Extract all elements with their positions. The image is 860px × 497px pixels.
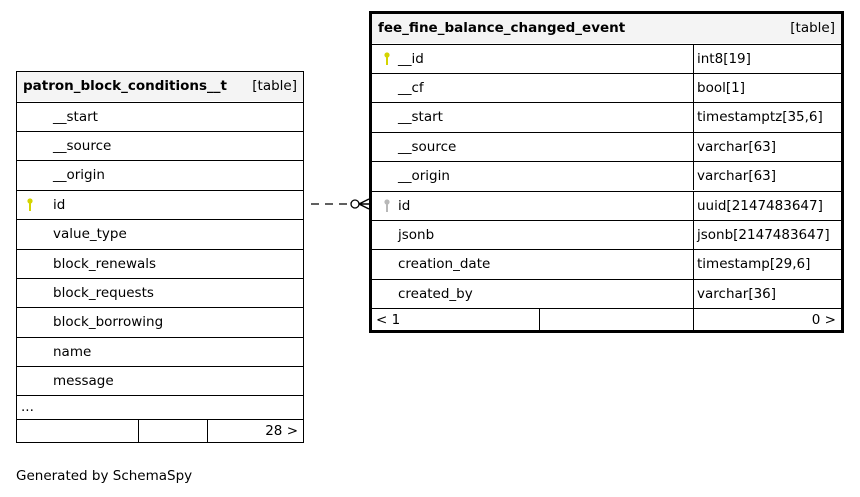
column-name: __start (53, 108, 98, 125)
more-text: ... (21, 399, 34, 415)
primary-key-icon (27, 198, 33, 212)
column-type: varchar[63] (697, 168, 777, 185)
divider (693, 191, 694, 220)
column-row[interactable]: __cf bool[1] (372, 72, 841, 103)
column-name: __id (398, 50, 424, 67)
column-name: name (53, 343, 92, 360)
column-name: message (53, 373, 114, 390)
parent-count[interactable]: < 1 (376, 312, 401, 328)
table-name: fee_fine_balance_changed_event (378, 20, 626, 36)
column-name: block_renewals (53, 255, 157, 272)
divider (693, 220, 694, 250)
column-row[interactable]: block_requests (17, 277, 303, 307)
foreign-key-icon (384, 198, 390, 213)
column-name: value_type (53, 226, 127, 243)
divider (693, 250, 694, 279)
divider (693, 279, 694, 309)
column-name: __cf (398, 79, 424, 96)
column-row[interactable]: __origin varchar[63] (372, 161, 841, 191)
column-row[interactable]: block_renewals (17, 248, 303, 278)
table-header: fee_fine_balance_changed_event [table] (372, 14, 841, 44)
column-name: __origin (53, 167, 105, 184)
column-name: __origin (398, 168, 450, 185)
column-row[interactable]: id uuid[2147483647] (372, 190, 841, 220)
primary-key-icon (384, 51, 390, 66)
column-row[interactable]: jsonb jsonb[2147483647] (372, 219, 841, 250)
column-type: varchar[36] (697, 285, 777, 302)
table-header: patron_block_conditions__t [table] (17, 72, 303, 102)
column-row[interactable]: block_borrowing (17, 307, 303, 336)
column-type: bool[1] (697, 79, 745, 96)
divider (693, 44, 694, 73)
crows-foot-marker (358, 198, 370, 210)
column-type: timestamp[29,6] (697, 256, 811, 273)
generated-by-text: Generated by SchemaSpy (16, 468, 193, 484)
table-patron-block-conditions[interactable]: patron_block_conditions__t [table] __sta… (16, 71, 304, 443)
relationship-edge (311, 198, 370, 210)
divider (693, 73, 694, 103)
table-fee-fine-balance-changed-event[interactable]: fee_fine_balance_changed_event [table] _… (369, 11, 844, 333)
column-row[interactable]: message (17, 366, 303, 395)
column-row[interactable]: __source varchar[63] (372, 131, 841, 162)
divider (693, 309, 694, 332)
column-row[interactable]: __start (17, 101, 303, 131)
table-name: patron_block_conditions__t (23, 78, 227, 94)
column-type: int8[19] (697, 50, 751, 67)
column-name: creation_date (398, 256, 491, 273)
column-name: created_by (398, 285, 473, 302)
column-name: jsonb (398, 226, 435, 243)
table-type: [table] (252, 78, 297, 94)
more-row: ... (17, 395, 303, 419)
column-name: __source (53, 137, 112, 154)
column-name: block_borrowing (53, 314, 164, 331)
column-name: id (398, 197, 411, 214)
column-type: jsonb[2147483647] (697, 226, 830, 243)
column-row[interactable]: __start timestamptz[35,6] (372, 102, 841, 132)
column-name: __source (398, 138, 457, 155)
column-type: timestamptz[35,6] (697, 109, 823, 126)
divider (693, 103, 694, 132)
column-row[interactable]: creation_date timestamp[29,6] (372, 249, 841, 279)
table-footer: < 1 0 > (372, 308, 841, 332)
child-count[interactable]: 28 > (265, 423, 298, 439)
column-row[interactable]: created_by varchar[36] (372, 278, 841, 309)
column-name: block_requests (53, 284, 154, 301)
divider (539, 309, 540, 332)
table-type: [table] (790, 20, 835, 36)
divider (207, 420, 208, 443)
column-type: varchar[63] (697, 138, 777, 155)
child-count[interactable]: 0 > (811, 312, 836, 328)
column-name: __start (398, 109, 443, 126)
divider (138, 420, 139, 443)
column-type: uuid[2147483647] (697, 197, 823, 214)
column-row[interactable]: id (17, 189, 303, 219)
zero-marker (350, 199, 360, 209)
column-row[interactable]: __id int8[19] (372, 43, 841, 73)
column-row[interactable]: value_type (17, 219, 303, 248)
divider (693, 162, 694, 191)
column-row[interactable]: __source (17, 130, 303, 160)
column-row[interactable]: __origin (17, 160, 303, 189)
divider (693, 132, 694, 162)
column-name: id (53, 196, 66, 213)
table-footer: 28 > (17, 419, 303, 443)
column-row[interactable]: name (17, 336, 303, 366)
